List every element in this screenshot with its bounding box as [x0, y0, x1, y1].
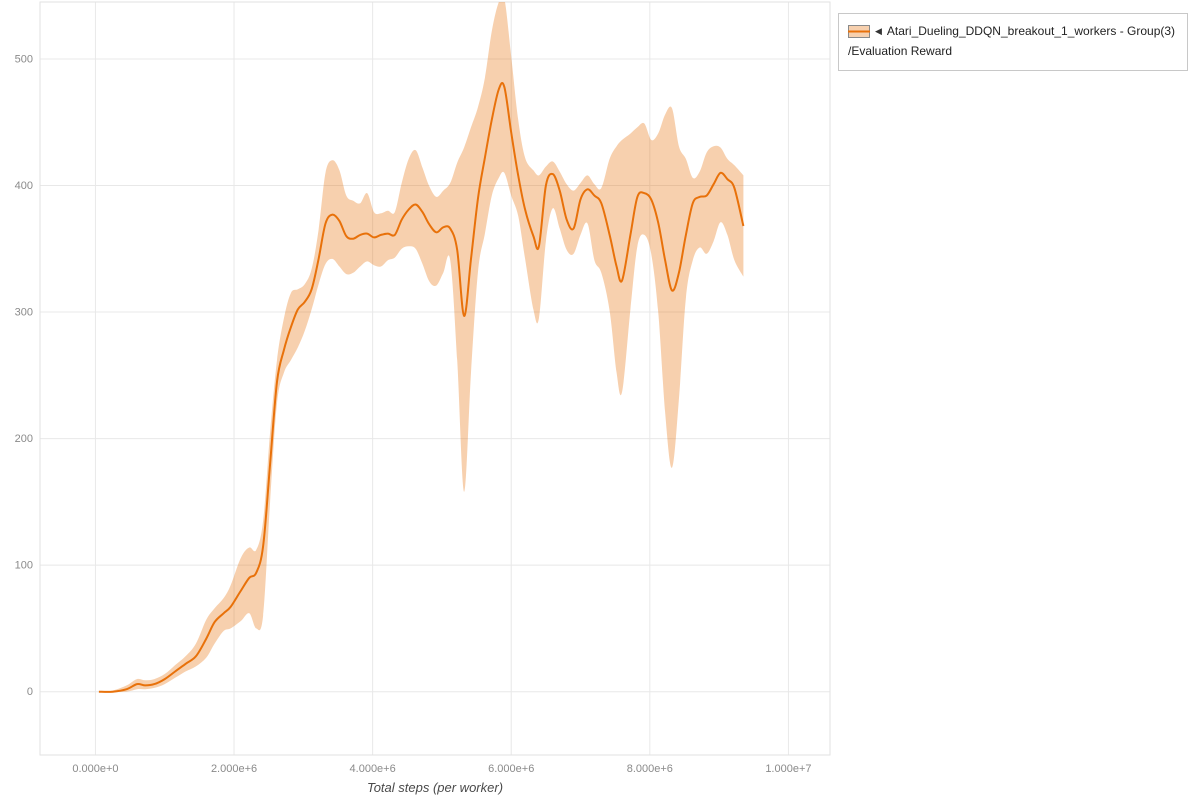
- y-tick-label: 500: [15, 53, 33, 65]
- legend-panel: ◀ Atari_Dueling_DDQN_breakout_1_workers …: [838, 13, 1188, 72]
- legend-collapse-icon[interactable]: ◀: [875, 26, 882, 37]
- grid-lines: [39, 1, 831, 756]
- y-tick-label: 0: [27, 686, 33, 698]
- evaluation-reward-chart: 0 100 200 300 400 500 0.000e+0 2.000e+6 4.000e+6…: [0, 0, 860, 795]
- series-swatch-icon: [848, 25, 870, 39]
- legend-metric-name: /Evaluation Reward: [848, 44, 953, 59]
- confidence-band: [98, 2, 744, 692]
- plot-border: [39, 1, 831, 756]
- x-tick-label: 4.000e+6: [350, 763, 396, 775]
- legend-series-row[interactable]: ◀ Atari_Dueling_DDQN_breakout_1_workers …: [848, 22, 1177, 41]
- chart-canvas[interactable]: 0 100 200 300 400 500 0.000e+0 2.000e+6 4.000e+6…: [0, 0, 860, 778]
- x-tick-label: 1.000e+7: [765, 763, 811, 775]
- x-tick-label: 2.000e+6: [211, 763, 257, 775]
- x-tick-label: 0.000e+0: [72, 763, 118, 775]
- mean-line[interactable]: [98, 81, 745, 693]
- x-tick-label: 6.000e+6: [488, 763, 534, 775]
- y-tick-label: 300: [15, 307, 33, 319]
- y-tick-label: 200: [15, 433, 33, 445]
- y-tick-label: 100: [15, 560, 33, 572]
- x-axis-title: Total steps (per worker): [366, 780, 504, 795]
- legend-series-name: Atari_Dueling_DDQN_breakout_1_workers - …: [886, 24, 1176, 38]
- x-tick-label: 8.000e+6: [627, 763, 673, 775]
- y-tick-label: 400: [15, 180, 33, 192]
